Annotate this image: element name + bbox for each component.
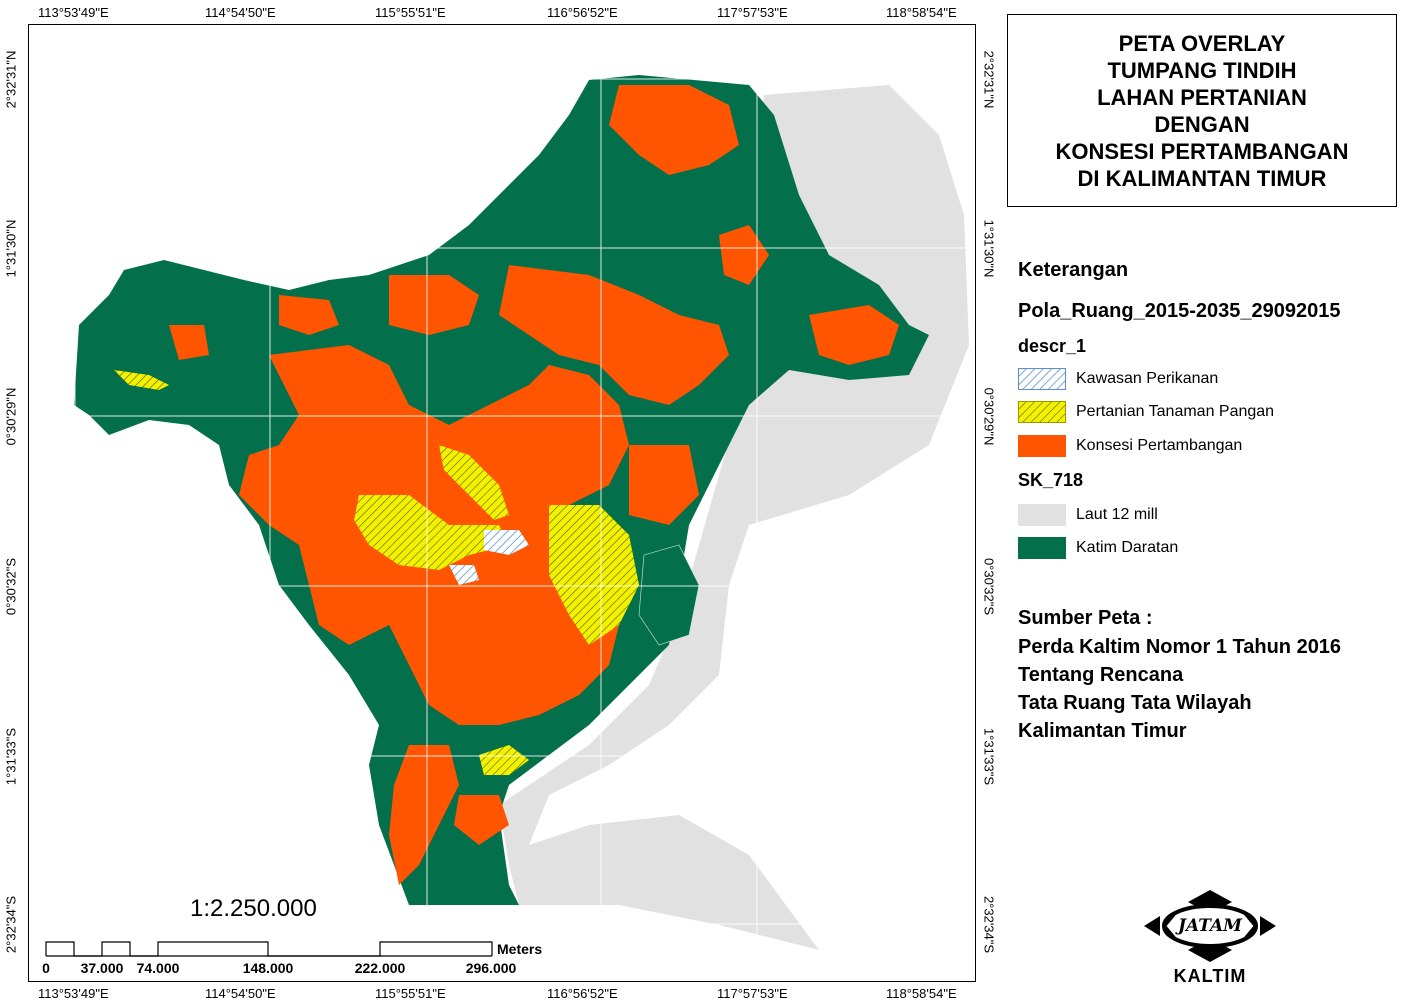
lon-label-top: 116°56'52"E [547, 5, 618, 20]
fisheries-areas [449, 530, 529, 585]
legend-heading: Keterangan [1018, 259, 1129, 281]
scale-bar [45, 941, 493, 957]
legend-layer1-field: descr_1 [1018, 336, 1087, 356]
legend-item-agriculture: Pertanian Tanaman Pangan [1018, 400, 1274, 424]
lat-label-right: 2°32'34"S [981, 895, 997, 954]
lon-label-top: 118°58'54"E [886, 5, 957, 20]
solid-swatch-icon [1018, 504, 1066, 526]
scale-label: 222.000 [354, 960, 406, 976]
map-title: PETA OVERLAY TUMPANG TINDIH LAHAN PERTAN… [1007, 14, 1397, 207]
map-frame[interactable] [28, 24, 976, 982]
lat-label-left: 2°32'31"N [3, 50, 19, 109]
legend-label: Katim Daratan [1076, 539, 1179, 556]
lat-label-right: 0°30'29"N [981, 387, 997, 446]
legend-item-land: Katim Daratan [1018, 536, 1178, 560]
legend-item-mining: Konsesi Pertambangan [1018, 434, 1242, 458]
source-line: Tata Ruang Tata Wilayah [1018, 692, 1252, 714]
legend-label: Pertanian Tanaman Pangan [1076, 403, 1275, 420]
source-line: Perda Kaltim Nomor 1 Tahun 2016 [1018, 636, 1342, 658]
lat-label-right: 2°32'31"N [981, 50, 997, 109]
lon-label-top: 113°53'49"E [38, 5, 109, 20]
lon-label-bottom: 113°53'49"E [38, 986, 109, 1001]
lat-label-left: 0°30'29"N [3, 387, 19, 446]
delta [638, 544, 700, 646]
map-canvas[interactable] [29, 25, 976, 982]
scale-label: 74.000 [136, 960, 180, 976]
legend-label: Konsesi Pertambangan [1076, 437, 1243, 454]
title-line: KONSESI PERTAMBANGAN [1055, 138, 1349, 164]
source-heading: Sumber Peta : [1018, 607, 1153, 629]
logo-text-top: JATAM [1177, 916, 1243, 936]
lat-label-right: 0°30'32"S [981, 557, 997, 616]
scale-label: 0 [42, 960, 50, 976]
legend-item-sea: Laut 12 mill [1018, 503, 1158, 527]
source-line: Tentang Rencana [1018, 664, 1184, 686]
lon-label-bottom: 116°56'52"E [547, 986, 618, 1001]
title-line: PETA OVERLAY [1118, 30, 1286, 56]
jatam-logo-icon [1144, 890, 1276, 962]
logo-text-bottom: KALTIM [1173, 966, 1247, 986]
legend-layer1-name: Pola_Ruang_2015-2035_29092015 [1018, 300, 1341, 322]
lon-label-top: 114°54'50"E [205, 5, 276, 20]
solid-swatch-icon [1018, 435, 1066, 457]
legend-label: Laut 12 mill [1076, 506, 1158, 523]
hatch-swatch-icon [1018, 368, 1066, 390]
scale-ratio: 1:2.250.000 [190, 895, 317, 922]
title-line: DENGAN [1154, 111, 1250, 137]
graticule [29, 25, 975, 981]
legend-label: Kawasan Perikanan [1076, 370, 1219, 387]
solid-swatch-icon [1018, 537, 1066, 559]
lon-label-top: 117°57'53"E [717, 5, 788, 20]
source-line: Kalimantan Timur [1018, 720, 1187, 742]
title-line: TUMPANG TINDIH [1107, 57, 1297, 83]
title-line: DI KALIMANTAN TIMUR [1077, 165, 1327, 191]
lat-label-left: 2°32'34"S [3, 895, 19, 954]
lat-label-left: 0°30'32"S [3, 557, 19, 616]
title-line: LAHAN PERTANIAN [1097, 84, 1307, 110]
lon-label-bottom: 114°54'50"E [205, 986, 276, 1001]
lat-label-right: 1°31'30"N [981, 219, 997, 278]
lon-label-bottom: 118°58'54"E [886, 986, 957, 1001]
agriculture-areas [114, 370, 639, 775]
lat-label-left: 1°31'33"S [3, 727, 19, 786]
lon-label-top: 115°55'51"E [375, 5, 446, 20]
lat-label-left: 1°31'30"N [3, 219, 19, 278]
lon-label-bottom: 117°57'53"E [717, 986, 788, 1001]
scale-label: 148.000 [242, 960, 294, 976]
legend-layer2-name: SK_718 [1018, 470, 1084, 490]
legend-item-fisheries: Kawasan Perikanan [1018, 367, 1218, 391]
lat-label-right: 1°31'33"S [981, 727, 997, 786]
scale-unit: Meters [497, 941, 543, 957]
scale-label: 37.000 [80, 960, 124, 976]
hatch-swatch-icon [1018, 401, 1066, 423]
lon-label-bottom: 115°55'51"E [375, 986, 446, 1001]
scale-label: 296.000 [465, 960, 517, 976]
